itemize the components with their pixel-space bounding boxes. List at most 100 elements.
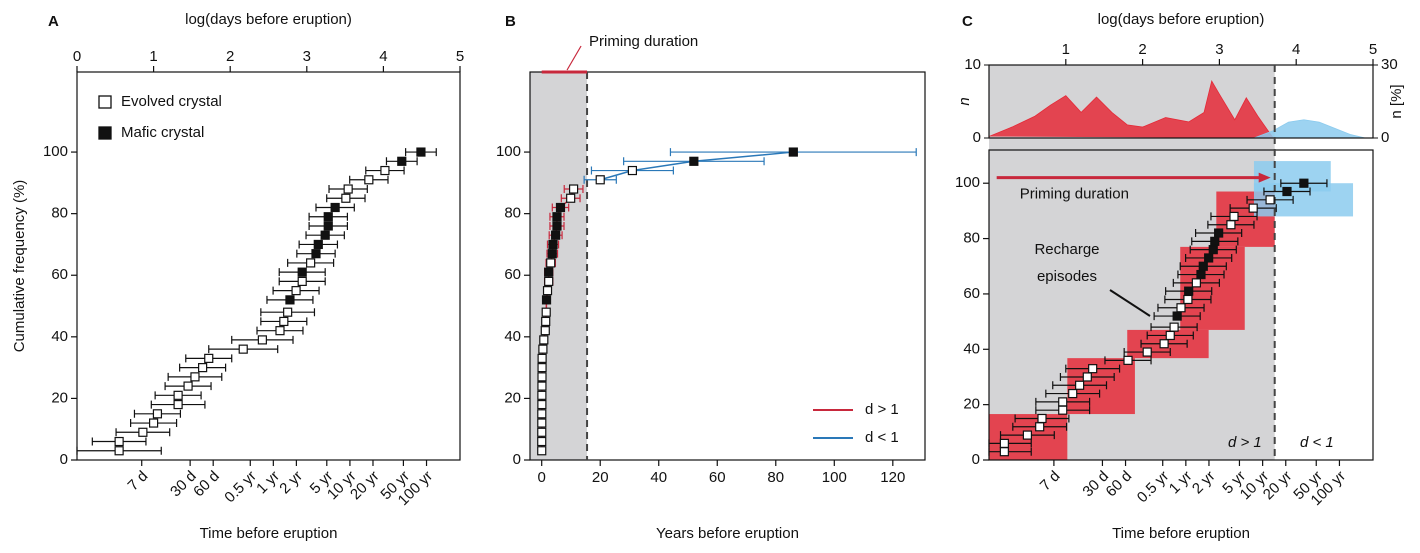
data-point — [999, 447, 1009, 457]
data-point — [183, 381, 193, 391]
data-point — [537, 418, 547, 428]
data-point — [538, 344, 548, 354]
density-area — [988, 80, 1274, 139]
x-tick-label: 0 — [538, 469, 546, 486]
x-tick-label: 1 — [149, 48, 157, 65]
data-point — [551, 230, 561, 240]
x-axis-title: Time before eruption — [1112, 525, 1250, 542]
data-point — [555, 202, 566, 213]
data-point — [1075, 380, 1085, 390]
x-tick-label: 1 — [1062, 41, 1070, 58]
data-point — [1191, 278, 1201, 288]
data-point — [283, 307, 293, 317]
data-point — [306, 258, 316, 268]
data-point — [323, 221, 333, 231]
x-tick-label: 4 — [1292, 41, 1300, 58]
data-point — [548, 239, 558, 250]
data-point — [1282, 186, 1292, 197]
y-tick-label: 0 — [60, 451, 68, 468]
data-point — [1058, 405, 1068, 415]
priming-label: Priming duration — [589, 33, 698, 50]
data-point — [689, 156, 699, 166]
legend-label: d < 1 — [865, 429, 899, 446]
density-y-tick-label: 10 — [964, 56, 981, 73]
data-point — [380, 165, 390, 176]
data-point — [1159, 339, 1169, 349]
data-point — [1196, 269, 1206, 280]
data-point — [537, 353, 547, 363]
data-point — [1229, 211, 1239, 222]
data-point — [541, 295, 552, 305]
data-point — [1169, 322, 1179, 332]
data-point — [546, 258, 556, 268]
density-y2-tick-label: 0 — [1381, 129, 1389, 146]
density-y2-tick-label: 30 — [1381, 56, 1398, 73]
data-point — [311, 249, 321, 259]
data-point — [285, 295, 295, 305]
x-tick-label: 60 — [709, 469, 726, 486]
data-point — [537, 409, 547, 419]
data-point — [537, 390, 547, 400]
data-point — [541, 307, 551, 317]
data-point — [364, 175, 374, 185]
priming-arrow-head — [1258, 172, 1271, 183]
error-bar — [988, 439, 1032, 448]
plot-frame — [76, 71, 461, 461]
data-point — [1208, 245, 1218, 255]
panel-label: A — [48, 13, 59, 30]
time-tick-label: 2 yr — [1189, 468, 1219, 498]
density-y-tick-label: 0 — [973, 129, 981, 146]
data-point — [1058, 397, 1068, 407]
data-point — [547, 249, 557, 259]
data-point — [114, 436, 124, 447]
data-point — [397, 156, 407, 166]
time-tick-label: 7 d — [1037, 468, 1064, 495]
plot-frame — [529, 71, 926, 461]
y-tick-label: 60 — [51, 266, 68, 283]
series-line — [600, 151, 794, 181]
x-tick-label: 20 — [592, 469, 609, 486]
data-point — [275, 326, 285, 336]
data-point — [1204, 253, 1214, 263]
y-tick-label: 80 — [51, 205, 68, 222]
x-axis-title: Years before eruption — [656, 525, 799, 542]
data-point — [537, 436, 547, 447]
x-tick-label: 5 — [1369, 41, 1377, 58]
data-point — [1088, 364, 1098, 374]
x-tick-label: 80 — [767, 469, 784, 486]
data-point — [1142, 347, 1152, 357]
y-tick-label: 100 — [955, 174, 980, 191]
data-point — [1299, 178, 1309, 188]
data-point — [1035, 422, 1045, 432]
y-tick-label: 20 — [963, 396, 980, 413]
time-tick-label: 60 d — [190, 468, 223, 501]
y-tick-label: 0 — [513, 451, 521, 468]
x-tick-label: 3 — [303, 48, 311, 65]
density-frame — [988, 64, 1374, 139]
data-point — [566, 193, 576, 203]
data-point — [313, 239, 323, 250]
y-axis-title: Cumulative frequency (%) — [11, 180, 28, 353]
top-axis-title: log(days before eruption) — [1098, 11, 1265, 28]
annotation: d < 1 — [1300, 434, 1334, 451]
data-point — [540, 326, 550, 336]
data-point — [291, 286, 301, 296]
data-point — [114, 446, 124, 456]
data-point — [552, 212, 562, 222]
x-tick-label: 5 — [456, 48, 464, 65]
time-tick-label: 2 yr — [276, 468, 306, 498]
data-point — [1184, 286, 1194, 296]
data-point — [1037, 413, 1047, 424]
data-point — [149, 418, 159, 428]
data-point — [173, 390, 183, 400]
data-point — [343, 184, 353, 194]
time-tick-label: 7 d — [125, 468, 152, 495]
legend-label: Evolved crystal — [121, 93, 222, 110]
data-point — [1265, 195, 1275, 205]
data-point — [1226, 220, 1236, 230]
x-tick-label: 100 — [822, 469, 847, 486]
panel-label: C — [962, 13, 973, 30]
data-point — [999, 438, 1009, 448]
